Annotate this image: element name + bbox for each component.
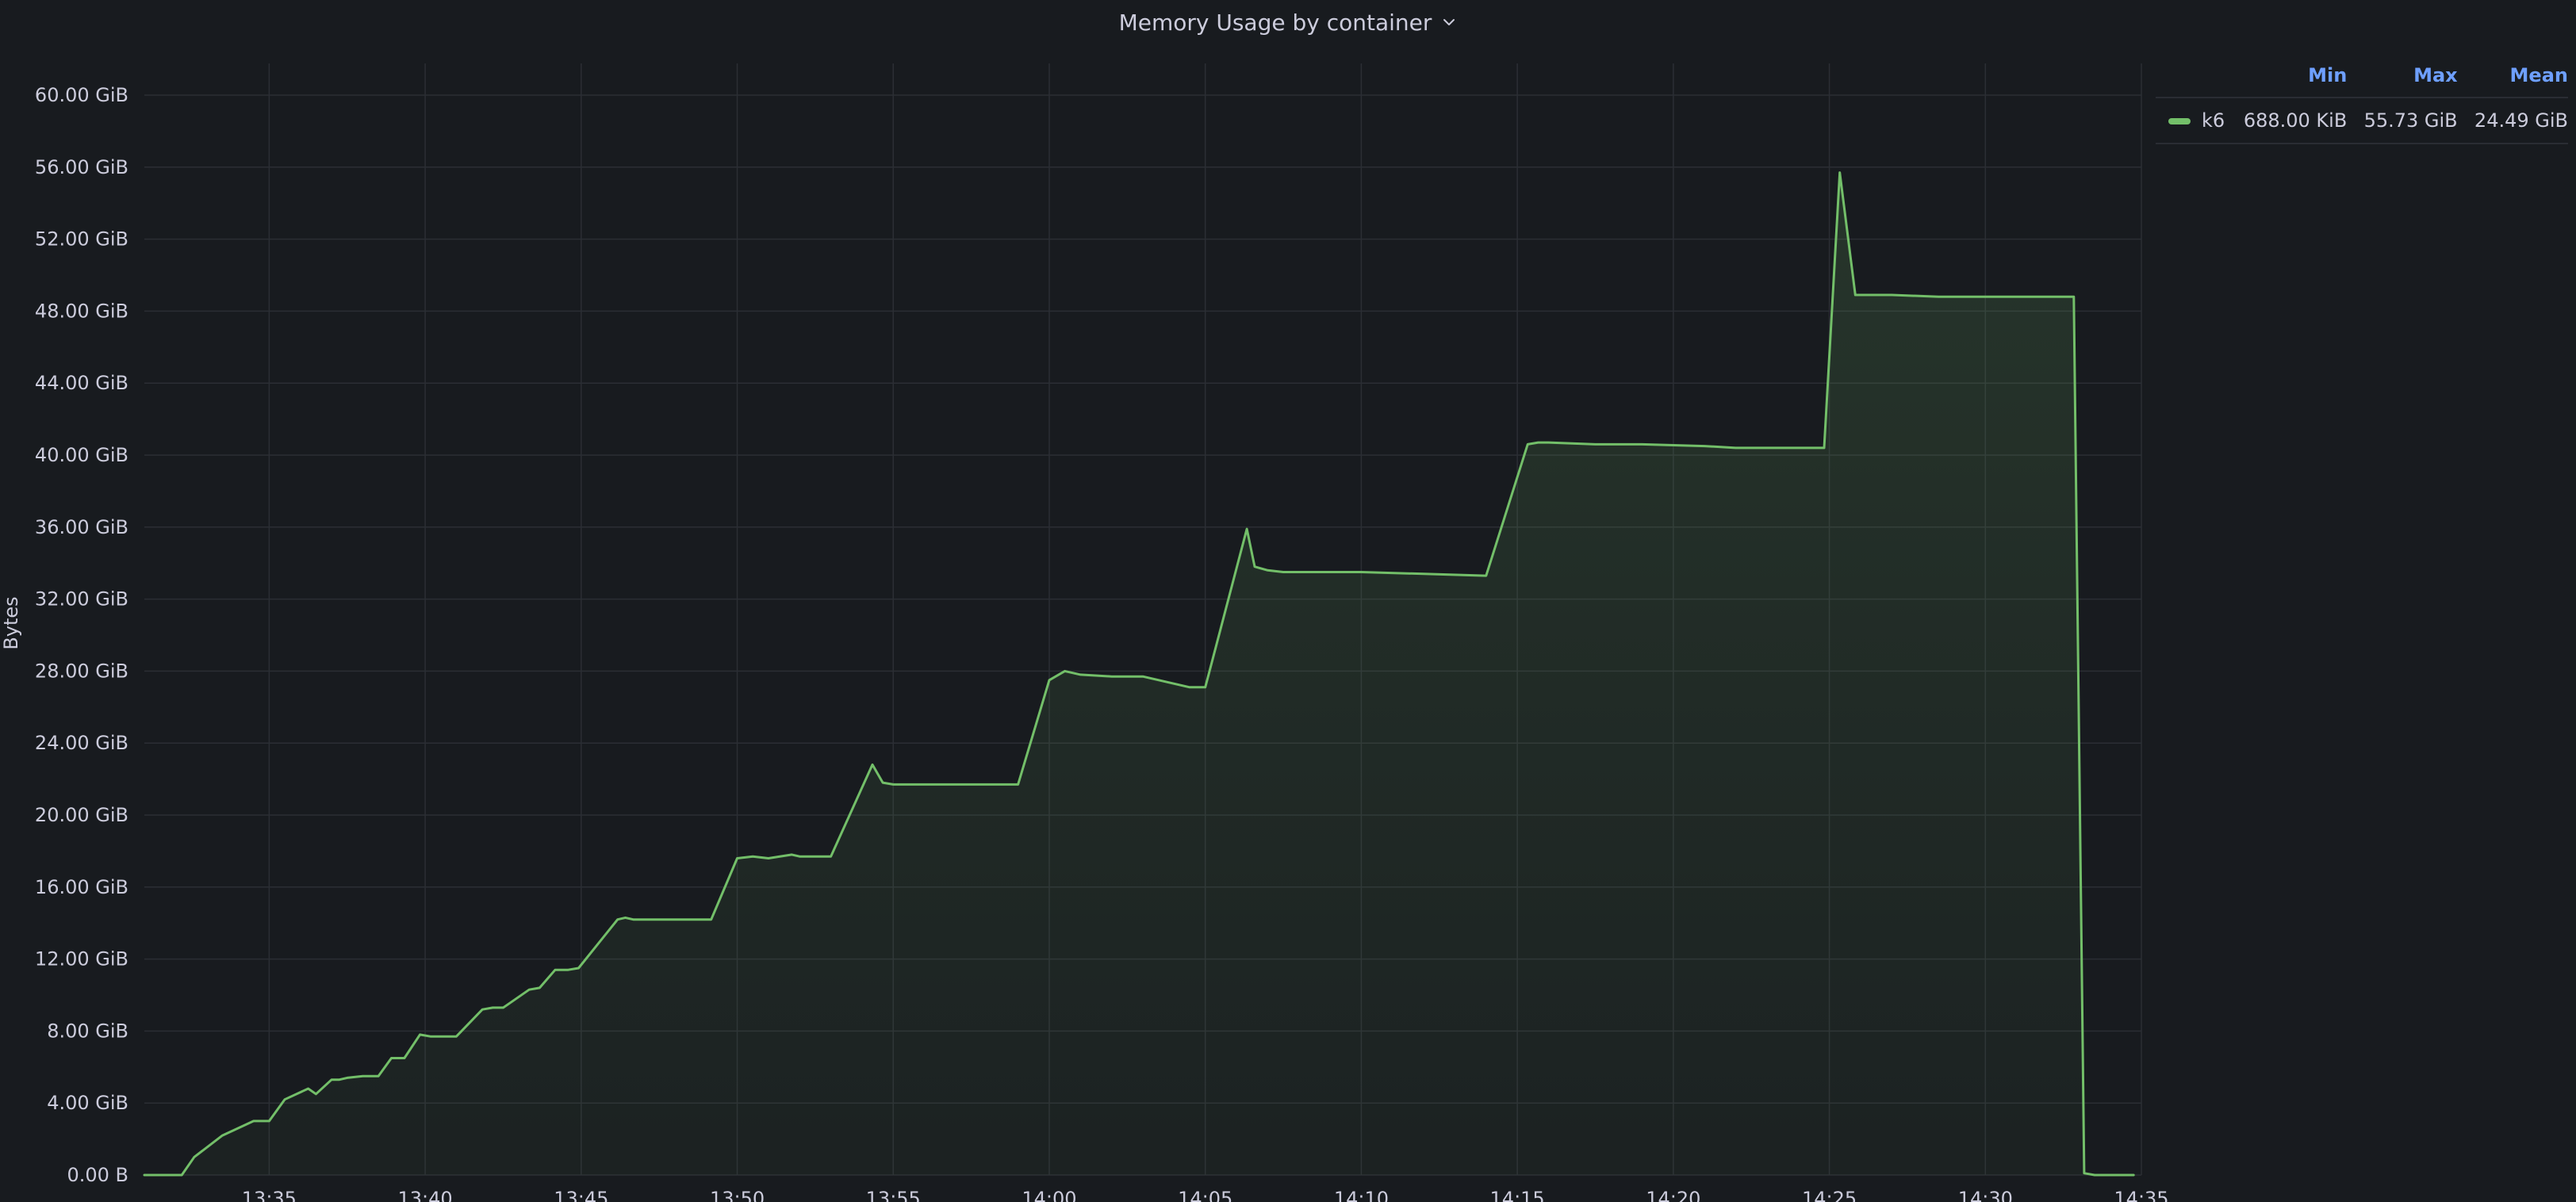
x-tick-label: 13:45 [554, 1188, 608, 1202]
panel-header: Memory Usage by container [0, 0, 2576, 44]
legend-header-series [2156, 62, 2226, 98]
legend-mean-value: 24.49 GiB [2457, 97, 2568, 144]
x-tick-label: 13:35 [242, 1188, 297, 1202]
y-tick-label: 20.00 GiB [35, 804, 128, 826]
x-tick-label: 14:15 [1490, 1188, 1545, 1202]
x-tick-label: 14:00 [1022, 1188, 1076, 1202]
series-line-k6[interactable] [143, 171, 2135, 1177]
legend-header-row: Min Max Mean [2156, 62, 2568, 98]
x-tick-label: 14:20 [1646, 1188, 1700, 1202]
y-tick-label: 52.00 GiB [35, 228, 128, 251]
y-tick-label: 56.00 GiB [35, 156, 128, 178]
y-tick-label: 48.00 GiB [35, 300, 128, 322]
y-tick-label: 16.00 GiB [35, 876, 128, 898]
panel-title-menu[interactable]: Memory Usage by container [1119, 10, 1458, 36]
y-tick-label: 8.00 GiB [47, 1020, 128, 1042]
legend-series-cell[interactable]: k6 [2156, 97, 2227, 144]
y-tick-label: 0.00 B [67, 1164, 128, 1186]
x-axis-tick-labels: 13:35 13:40 13:45 13:50 13:55 14:00 14:05 14:10… [242, 1188, 2169, 1202]
y-tick-label: 60.00 GiB [35, 84, 128, 106]
x-tick-label: 14:25 [1802, 1188, 1857, 1202]
y-tick-label: 40.00 GiB [35, 444, 128, 466]
legend-series-name[interactable]: k6 [2202, 109, 2225, 132]
legend-min-value: 688.00 KiB [2226, 97, 2348, 144]
panel-title: Memory Usage by container [1118, 9, 1432, 36]
y-tick-label: 12.00 GiB [35, 948, 128, 970]
legend-swatch [2168, 118, 2191, 124]
y-tick-label: 24.00 GiB [35, 732, 128, 754]
y-tick-label: 44.00 GiB [35, 372, 128, 394]
y-axis-tick-labels: 0.00 B 4.00 GiB 8.00 GiB 12.00 GiB 16.00 GiB… [35, 84, 128, 1186]
legend-table: Min Max Mean k6 688.00 KiB 55.73 GiB 24.… [2156, 62, 2568, 144]
x-tick-label: 13:50 [710, 1188, 765, 1202]
legend-header-max[interactable]: Max [2413, 64, 2458, 86]
y-axis-title: Bytes [0, 596, 22, 649]
legend-max-value: 55.73 GiB [2347, 97, 2458, 144]
series-area-k6 [144, 172, 2134, 1176]
area-fill [144, 172, 2134, 1176]
x-tick-label: 14:35 [2114, 1188, 2168, 1202]
x-tick-label: 13:55 [866, 1188, 921, 1202]
legend-header-mean[interactable]: Mean [2509, 64, 2568, 86]
legend: Min Max Mean k6 688.00 KiB 55.73 GiB 24.… [2156, 62, 2568, 144]
x-tick-label: 14:05 [1178, 1188, 1232, 1202]
y-tick-label: 28.00 GiB [35, 660, 128, 682]
series-lines [143, 171, 2135, 1177]
y-tick-label: 4.00 GiB [47, 1092, 128, 1114]
y-tick-label: 36.00 GiB [35, 516, 128, 538]
x-tick-label: 14:10 [1334, 1188, 1389, 1202]
y-tick-label: 32.00 GiB [35, 588, 128, 611]
legend-header-min[interactable]: Min [2308, 64, 2348, 86]
x-tick-label: 14:30 [1958, 1188, 2013, 1202]
legend-row[interactable]: k6 688.00 KiB 55.73 GiB 24.49 GiB [2156, 97, 2568, 144]
x-tick-label: 13:40 [398, 1188, 453, 1202]
chevron-down-icon [1443, 19, 1455, 25]
